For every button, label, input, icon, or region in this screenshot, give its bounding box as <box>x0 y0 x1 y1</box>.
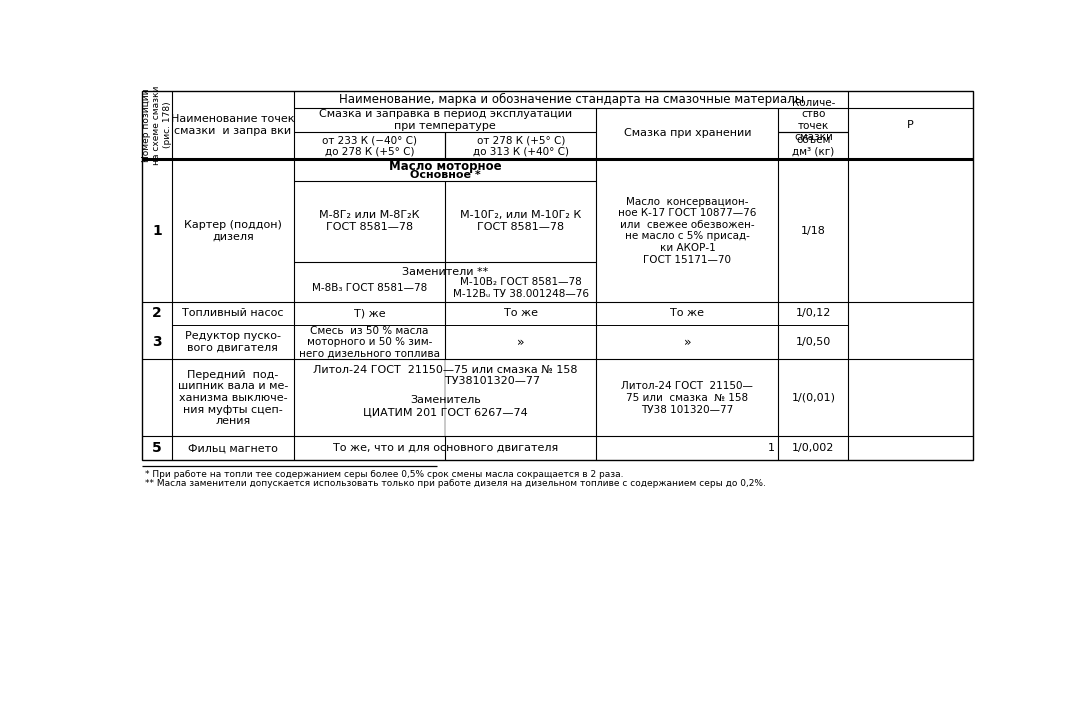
Text: Смазка при хранении: Смазка при хранении <box>623 128 751 138</box>
Text: 1/0,002: 1/0,002 <box>792 443 834 453</box>
Text: объем
дм³ (кг): объем дм³ (кг) <box>792 135 834 157</box>
Text: »: » <box>683 336 691 349</box>
Text: 1/0,12: 1/0,12 <box>795 308 831 318</box>
Text: Передний  под-
шипник вала и ме-
ханизма выключе-
ния муфты сцеп-
ления: Передний под- шипник вала и ме- ханизма … <box>177 370 288 427</box>
Text: 1/0,50: 1/0,50 <box>795 337 831 347</box>
Text: Смесь  из 50 % масла
моторного и 50 % зим-
него дизельного топлива: Смесь из 50 % масла моторного и 50 % зим… <box>299 326 441 359</box>
Text: Номер позиции
на схеме смазки
(рис. 178): Номер позиции на схеме смазки (рис. 178) <box>143 85 172 165</box>
Text: Заменитель: Заменитель <box>410 395 481 405</box>
Text: М-10Г₂, или М-10Г₂ К
ГОСТ 8581—78: М-10Г₂, или М-10Г₂ К ГОСТ 8581—78 <box>460 211 581 232</box>
Text: Т) же: Т) же <box>354 308 385 318</box>
Bar <box>143 91 973 460</box>
Text: Основное *: Основное * <box>410 170 481 180</box>
Text: 1: 1 <box>768 443 775 453</box>
Text: Фильц магнето: Фильц магнето <box>188 443 277 453</box>
Text: Масло моторное: Масло моторное <box>388 160 502 173</box>
Text: Наименование точек
смазки  и запра вки: Наименование точек смазки и запра вки <box>171 114 295 136</box>
Text: Литол-24 ГОСТ  21150—75 или смазка № 158: Литол-24 ГОСТ 21150—75 или смазка № 158 <box>313 365 578 375</box>
Text: М-10В₂ ГОСТ 8581—78
М-12Вᵤ ТУ 38.001248—76: М-10В₂ ГОСТ 8581—78 М-12Вᵤ ТУ 38.001248—… <box>453 277 589 299</box>
Text: 2: 2 <box>152 306 162 320</box>
Text: от 233 К (−40° С)
до 278 К (+5° С): от 233 К (−40° С) до 278 К (+5° С) <box>322 135 417 157</box>
Text: М-8Г₂ или М-8Г₂К
ГОСТ 8581—78: М-8Г₂ или М-8Г₂К ГОСТ 8581—78 <box>320 211 420 232</box>
Text: ТУ38101320—77: ТУ38101320—77 <box>445 376 541 386</box>
Text: 1: 1 <box>152 223 162 238</box>
Text: То же: То же <box>504 308 537 318</box>
Text: 5: 5 <box>152 441 162 455</box>
Text: 1/(0,01): 1/(0,01) <box>791 393 836 403</box>
Text: Смазка и заправка в период эксплуатации
при температуре: Смазка и заправка в период эксплуатации … <box>319 109 572 131</box>
Text: »: » <box>517 336 524 349</box>
Text: Масло  консервацион-
ное К-17 ГОСТ 10877—76
или  свежее обезвожен-
не масло с 5%: Масло консервацион- ное К-17 ГОСТ 10877—… <box>618 197 756 264</box>
Text: Редуктор пуско-
вого двигателя: Редуктор пуско- вого двигателя <box>185 331 281 353</box>
Text: Литол-24 ГОСТ  21150—
75 или  смазка  № 158
ТУ38 101320—77: Литол-24 ГОСТ 21150— 75 или смазка № 158… <box>621 381 753 415</box>
Text: Р: Р <box>907 120 914 130</box>
Text: М-8В₃ ГОСТ 8581—78: М-8В₃ ГОСТ 8581—78 <box>312 283 428 293</box>
Text: Картер (поддон)
дизеля: Картер (поддон) дизеля <box>184 220 282 241</box>
Text: от 278 К (+5° С)
до 313 К (+40° С): от 278 К (+5° С) до 313 К (+40° С) <box>473 135 569 157</box>
Text: * При работе на топли тее содержанием серы более 0,5% срок смены масла сокращает: * При работе на топли тее содержанием се… <box>145 470 623 479</box>
Text: ЦИАТИМ 201 ГОСТ 6267—74: ЦИАТИМ 201 ГОСТ 6267—74 <box>363 407 528 417</box>
Text: 1/18: 1/18 <box>801 226 826 235</box>
Text: Топливный насос: Топливный насос <box>182 308 284 318</box>
Text: ** Масла заменители допускается использовать только при работе дизеля на дизельн: ** Масла заменители допускается использо… <box>145 479 765 488</box>
Text: То же, что и для основного двигателя: То же, что и для основного двигателя <box>333 443 558 453</box>
Text: Заменители **: Заменители ** <box>403 266 489 276</box>
Text: Количе-
ство
точек
смазки: Количе- ство точек смазки <box>792 97 834 142</box>
Text: Наименование, марка и обозначение стандарта на смазочные материалы: Наименование, марка и обозначение станда… <box>338 92 804 106</box>
Text: То же: То же <box>670 308 704 318</box>
Text: 3: 3 <box>152 335 162 349</box>
